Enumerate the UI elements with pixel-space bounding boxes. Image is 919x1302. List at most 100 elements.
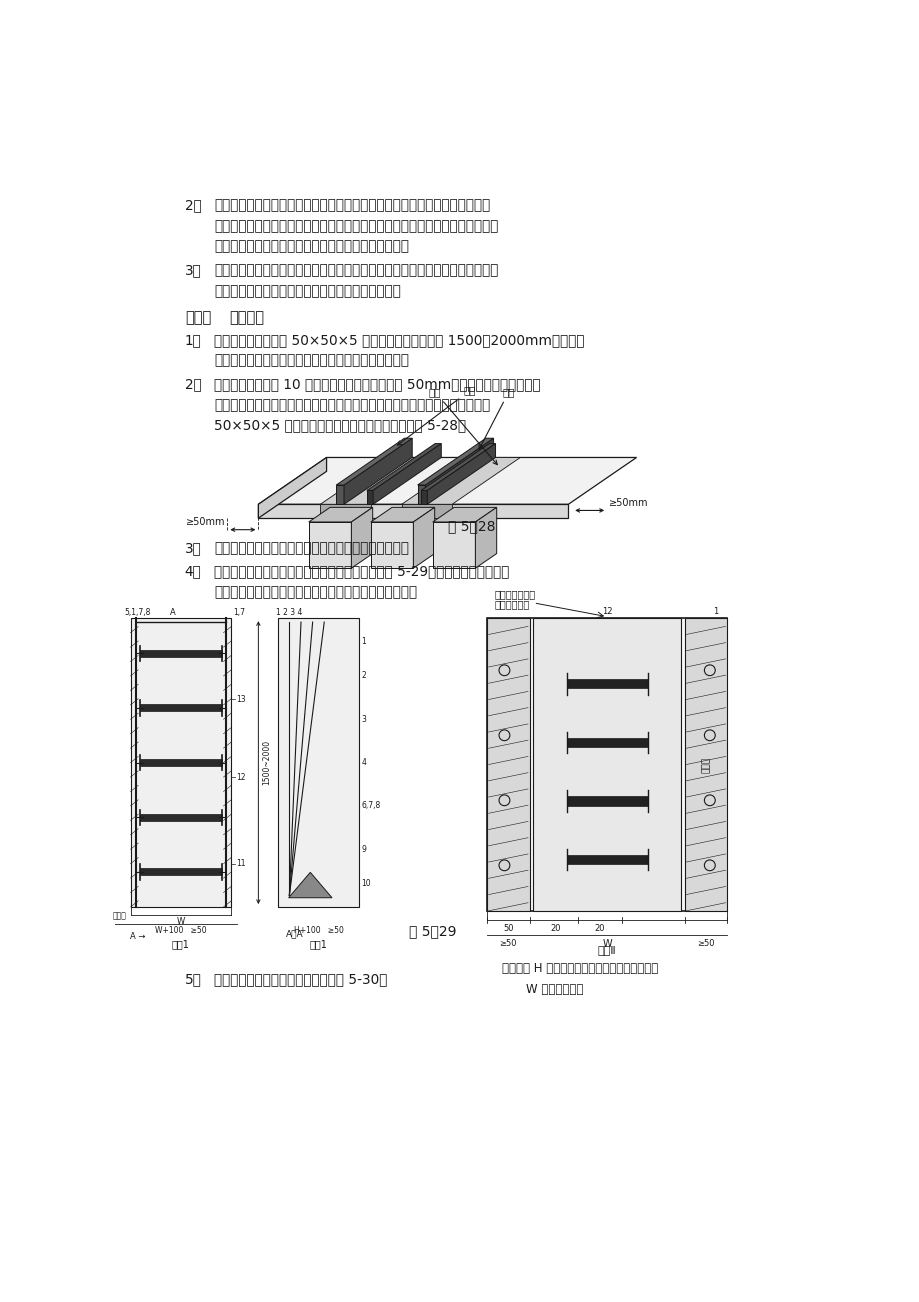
Bar	[140, 868, 221, 875]
Text: 1: 1	[361, 637, 366, 646]
Text: 固定支架: 固定支架	[230, 310, 265, 326]
Text: 槽钢: 槽钢	[397, 385, 476, 445]
Polygon shape	[289, 872, 332, 898]
Polygon shape	[367, 491, 373, 504]
Text: 电气竖井内电缆配线的垂直安装见图 5-30。: 电气竖井内电缆配线的垂直安装见图 5-30。	[214, 973, 387, 987]
Text: 混凝土: 混凝土	[700, 756, 709, 772]
Text: A－A: A－A	[285, 930, 302, 939]
Text: 注：图中 H 表示电缆桥架、封闭式母线等高度，: 注：图中 H 表示电缆桥架、封闭式母线等高度，	[502, 962, 658, 975]
Text: 13: 13	[235, 694, 245, 703]
Text: 1500~2000: 1500~2000	[262, 740, 271, 785]
Bar	[486, 618, 529, 911]
Text: 检查竖井内楼板上预留的洞口位置是否合适，不合适应及时修整、剔凿，使上下: 检查竖井内楼板上预留的洞口位置是否合适，不合适应及时修整、剔凿，使上下	[214, 263, 498, 277]
Bar	[566, 797, 647, 806]
Text: 1,7: 1,7	[233, 608, 244, 617]
Text: 2: 2	[361, 672, 366, 681]
Bar	[140, 650, 221, 656]
Polygon shape	[421, 491, 426, 504]
Text: A: A	[170, 608, 176, 617]
Polygon shape	[309, 522, 351, 568]
Text: A →: A →	[130, 932, 146, 941]
Bar	[278, 618, 358, 907]
Text: 1: 1	[712, 607, 718, 616]
Text: 3: 3	[361, 715, 366, 724]
Polygon shape	[351, 508, 372, 568]
Text: 50×50×5 的角钢，用来直接与桥架连接固定见图 5-28。: 50×50×5 的角钢，用来直接与桥架连接固定见图 5-28。	[214, 418, 466, 432]
Text: 管口内封堵防火: 管口内封堵防火	[494, 589, 535, 599]
Text: 桥架下部固定采用 10 号槽钢，槽钢距墙边不小于 50mm，座在楼板的预留洞口，: 桥架下部固定采用 10 号槽钢，槽钢距墙边不小于 50mm，座在楼板的预留洞口，	[214, 378, 540, 392]
Text: W: W	[602, 939, 611, 949]
Text: 5、: 5、	[185, 973, 201, 987]
Polygon shape	[258, 504, 568, 518]
Polygon shape	[320, 457, 438, 504]
Bar	[566, 680, 647, 689]
Text: 方案1: 方案1	[172, 939, 189, 949]
Text: ≥50mm: ≥50mm	[187, 517, 225, 526]
Polygon shape	[367, 444, 441, 491]
Text: 角钢: 角钢	[479, 387, 515, 449]
Polygon shape	[426, 444, 495, 504]
Bar	[486, 618, 726, 911]
Bar	[684, 618, 726, 911]
Text: 4: 4	[361, 758, 366, 767]
Text: 在楼板的下面有预埋件来固定防火隔板，上托防火枕。: 在楼板的下面有预埋件来固定防火隔板，上托防火枕。	[214, 542, 409, 555]
Text: 4、: 4、	[185, 564, 201, 578]
Text: ≥50: ≥50	[499, 939, 516, 948]
Text: 1 2 3 4: 1 2 3 4	[276, 608, 302, 617]
Text: 楼层所对应的洞口通直不错位，注意不要影响结构。: 楼层所对应的洞口通直不错位，注意不要影响结构。	[214, 284, 401, 298]
Text: ≥50mm: ≥50mm	[608, 499, 648, 508]
Text: 20: 20	[594, 924, 605, 934]
Text: 仔细核对尺寸，必要时与土建配合，进行相应的变更。: 仔细核对尺寸，必要时与土建配合，进行相应的变更。	[214, 240, 409, 254]
Text: 与预埋在洞口的埋件焊接固定或采用膨胀螺栓与楼板固定。在槽钢上固定两根: 与预埋在洞口的埋件焊接固定或采用膨胀螺栓与楼板固定。在槽钢上固定两根	[214, 398, 490, 411]
Polygon shape	[370, 508, 434, 522]
Text: 3、: 3、	[185, 263, 201, 277]
Bar	[140, 814, 221, 820]
Text: H+100   ≥50: H+100 ≥50	[293, 926, 343, 935]
Polygon shape	[402, 504, 451, 518]
Bar	[533, 618, 680, 911]
Text: 20: 20	[550, 924, 561, 934]
Polygon shape	[417, 439, 494, 486]
Text: 图 5－29: 图 5－29	[409, 924, 456, 939]
Bar	[130, 618, 231, 907]
Text: ≥50: ≥50	[697, 939, 714, 948]
Polygon shape	[413, 508, 434, 568]
Text: 按照图纸设计的位置，计算空间尺寸是否满足操作距离的要求，特别是竖井内: 按照图纸设计的位置，计算空间尺寸是否满足操作距离的要求，特别是竖井内	[214, 199, 490, 212]
Polygon shape	[336, 439, 412, 486]
Text: 方案1: 方案1	[309, 939, 327, 949]
Text: 良好的接地，即将支架与墙上预埋的接地埋件焊成一体。: 良好的接地，即将支架与墙上预埋的接地埋件焊成一体。	[214, 585, 417, 599]
Polygon shape	[258, 457, 636, 504]
Bar	[140, 759, 221, 766]
Polygon shape	[336, 486, 344, 504]
Polygon shape	[425, 439, 494, 504]
Polygon shape	[320, 504, 370, 518]
Text: 防水台: 防水台	[113, 911, 127, 921]
Bar	[140, 704, 221, 711]
Polygon shape	[402, 457, 520, 504]
Text: W: W	[176, 917, 185, 926]
Text: 3、: 3、	[185, 542, 201, 555]
Polygon shape	[344, 439, 412, 504]
Text: W 表示其宽度。: W 表示其宽度。	[525, 983, 583, 996]
Text: （二）: （二）	[185, 310, 210, 326]
Bar	[566, 855, 647, 865]
Text: W+100   ≥50: W+100 ≥50	[155, 926, 207, 935]
Text: 6,7,8: 6,7,8	[361, 802, 380, 810]
Text: 方案Ⅱ: 方案Ⅱ	[597, 945, 616, 956]
Text: 桥架、配电箱数量较多，尺寸较大、管路较多时，经常出现排列困难，因此必须: 桥架、配电箱数量较多，尺寸较大、管路较多时，经常出现排列困难，因此必须	[214, 219, 498, 233]
Polygon shape	[417, 486, 425, 504]
Polygon shape	[258, 457, 326, 518]
Polygon shape	[370, 522, 413, 568]
Text: 电气竖井内固定桥架的支架和槽钢的固定方法见图 5-29。电缆支架全长均应有: 电气竖井内固定桥架的支架和槽钢的固定方法见图 5-29。电缆支架全长均应有	[214, 564, 509, 578]
Text: 1、: 1、	[185, 333, 201, 346]
Polygon shape	[421, 444, 495, 491]
Text: 12: 12	[601, 607, 612, 616]
Text: 9: 9	[361, 845, 366, 854]
Text: 2、: 2、	[185, 378, 201, 392]
Text: 2、: 2、	[185, 199, 201, 212]
Polygon shape	[475, 508, 496, 568]
Text: 图 5－28: 图 5－28	[448, 519, 494, 534]
Text: 50: 50	[503, 924, 513, 934]
Text: 5,1,7,8: 5,1,7,8	[124, 608, 151, 617]
Polygon shape	[373, 444, 441, 504]
